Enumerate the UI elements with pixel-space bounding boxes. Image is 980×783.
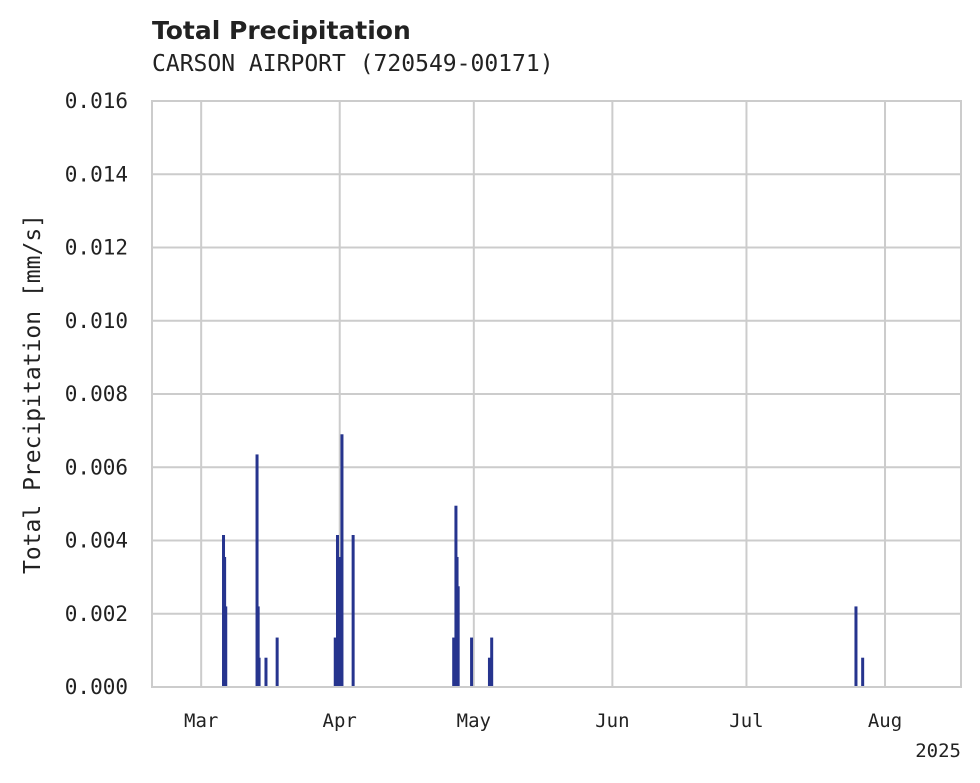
precipitation-bar bbox=[854, 606, 858, 687]
x-tick-label: May bbox=[457, 710, 491, 732]
precipitation-bar bbox=[264, 657, 268, 687]
y-tick-label: 0.010 bbox=[65, 309, 128, 333]
data-bars bbox=[222, 434, 865, 687]
y-tick-label: 0.016 bbox=[65, 89, 128, 113]
x-tick-label: Jun bbox=[595, 710, 629, 732]
plot-frame bbox=[151, 100, 962, 688]
y-axis-ticks: 0.000 0.002 0.004 0.006 0.008 0.010 0.012 0.014… bbox=[65, 89, 128, 699]
y-axis-label: Total Precipitation [mm/s] bbox=[20, 214, 46, 574]
precipitation-bar bbox=[256, 606, 260, 687]
precipitation-bar bbox=[340, 434, 344, 687]
precipitation-bar bbox=[224, 606, 228, 687]
precipitation-bar bbox=[487, 657, 491, 687]
y-tick-label: 0.002 bbox=[65, 602, 128, 626]
precipitation-bar bbox=[351, 535, 355, 687]
precipitation-bar bbox=[861, 657, 865, 687]
precipitation-bar bbox=[338, 556, 342, 687]
x-axis-ticks: Mar Apr May Jun Jul Aug bbox=[184, 710, 902, 732]
chart-title: Total Precipitation bbox=[152, 16, 411, 45]
precipitation-bar bbox=[452, 637, 456, 687]
x-axis-year-label: 2025 bbox=[915, 740, 961, 762]
y-tick-label: 0.012 bbox=[65, 236, 128, 260]
precipitation-bar bbox=[335, 535, 339, 687]
precipitation-bar bbox=[275, 637, 279, 687]
chart-subtitle: CARSON AIRPORT (720549-00171) bbox=[152, 51, 554, 77]
x-tick-label: Aug bbox=[868, 710, 902, 732]
y-tick-label: 0.006 bbox=[65, 455, 128, 479]
y-tick-label: 0.014 bbox=[65, 162, 128, 186]
y-tick-label: 0.008 bbox=[65, 382, 128, 406]
x-tick-label: Apr bbox=[323, 710, 357, 732]
grid-lines bbox=[152, 100, 961, 688]
x-tick-label: Mar bbox=[184, 710, 218, 732]
precipitation-bar bbox=[333, 637, 337, 687]
precipitation-bar bbox=[456, 586, 460, 687]
y-tick-label: 0.004 bbox=[65, 529, 128, 553]
precipitation-bar bbox=[490, 637, 494, 687]
precipitation-bar bbox=[257, 657, 261, 687]
x-tick-label: Jul bbox=[729, 710, 763, 732]
y-tick-label: 0.000 bbox=[65, 675, 128, 699]
precipitation-bar bbox=[255, 454, 259, 687]
precipitation-bar bbox=[470, 637, 474, 687]
